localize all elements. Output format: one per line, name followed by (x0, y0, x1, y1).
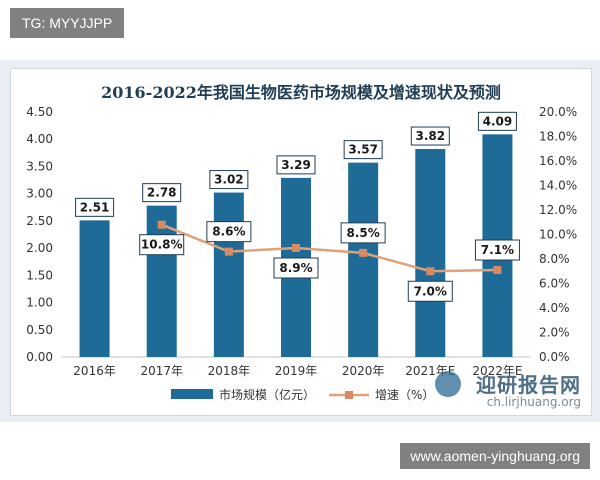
x-tick-label: 2022年E (472, 364, 522, 378)
y-left-tick-label: 0.00 (26, 350, 53, 364)
y-left-tick-label: 3.00 (26, 187, 53, 201)
y-right-tick-label: 16.0% (539, 154, 577, 168)
chart-svg: 0.00 0.50 1.00 1.50 2.00 2.50 3.00 3.50 4.00 4.50… (26, 105, 577, 402)
legend-bar-swatch (171, 389, 213, 399)
y-left-tick-label: 0.50 (26, 323, 53, 337)
bar-value-label: 3.02 (214, 173, 244, 187)
bar-value-label-box (343, 140, 383, 160)
x-tick-label: 2018年 (208, 364, 251, 378)
y-right-tick-label: 12.0% (539, 203, 577, 217)
growth-marker (224, 247, 233, 256)
x-tick-label: 2019年 (275, 364, 318, 378)
growth-label-box (273, 257, 319, 279)
y-left-tick-label: 4.50 (26, 105, 53, 119)
bar (79, 220, 110, 357)
legend-line-marker (345, 391, 353, 399)
chart-frame: 2016-2022年我国生物医药市场规模及增速现状及预测 0.00 0.50 1.0… (0, 60, 600, 422)
bar (415, 149, 446, 357)
watermark-subtext: ch.lirjhuang.org (486, 395, 581, 409)
chart-panel: 2016-2022年我国生物医药市场规模及增速现状及预测 0.00 0.50 1.0… (10, 68, 592, 416)
growth-label-box (407, 280, 453, 302)
growth-line (161, 223, 498, 273)
growth-label-box (206, 221, 252, 243)
bar-value-label-box (410, 126, 450, 146)
growth-label: 10.8% (141, 238, 183, 252)
y-right-tick-label: 8.0% (539, 252, 570, 266)
growth-marker (493, 266, 502, 275)
tag-badge: TG: MYYJJPP (10, 8, 125, 38)
bar-value-label-box (276, 155, 316, 175)
growth-label: 8.6% (212, 225, 245, 239)
bar-value-label-box (75, 197, 115, 217)
growth-label-box (474, 239, 520, 261)
growth-marker (292, 243, 300, 252)
y-right-tick-label: 4.0% (539, 301, 570, 315)
growth-label: 7.1% (481, 243, 514, 257)
bar-value-label: 3.29 (281, 158, 311, 172)
bar-value-label-box (477, 111, 517, 131)
watermark-logo-text: 迎研报告网 (476, 373, 581, 397)
y-right-tick-label: 14.0% (539, 179, 577, 193)
y-left-tick-label: 3.50 (26, 159, 53, 173)
y-left-tick-label: 1.00 (26, 296, 53, 310)
bar-value-label-box (209, 170, 249, 190)
bar-value-label: 3.57 (348, 143, 378, 157)
x-tick-label: 2017年 (140, 364, 183, 378)
y-right-tick-label: 20.0% (539, 105, 577, 119)
growth-label: 8.9% (279, 261, 312, 275)
y-left-tick-label: 2.00 (26, 241, 53, 255)
bar (348, 162, 379, 357)
y-left-tick-label: 2.50 (26, 214, 53, 228)
y-left-tick-label: 4.00 (26, 132, 53, 146)
y-right-tick-label: 6.0% (539, 277, 570, 291)
chart-title: 2016-2022年我国生物医药市场规模及增速现状及预测 (101, 83, 501, 102)
growth-label-box (139, 234, 185, 256)
x-tick-label: 2016年 (73, 364, 116, 378)
y-right-tick-label: 2.0% (539, 326, 570, 340)
bar-value-label-box (142, 183, 182, 203)
legend-line-label: 增速（%） (375, 388, 434, 402)
bar-value-label: 2.51 (80, 200, 110, 214)
bar-value-label: 3.82 (415, 129, 445, 143)
y-right-tick-label: 10.0% (539, 228, 577, 242)
y-right-tick-label: 0.0% (539, 350, 570, 364)
growth-marker (157, 220, 166, 229)
y-right-tick-label: 18.0% (539, 130, 577, 144)
growth-marker (426, 267, 435, 276)
bar (146, 205, 177, 357)
y-left-tick-label: 1.50 (26, 268, 53, 282)
legend-bar-label: 市场规模（亿元） (219, 387, 315, 402)
growth-label: 7.0% (414, 284, 447, 298)
watermark: 迎研报告网 ch.lirjhuang.org (435, 369, 585, 413)
watermark-logo-icon (435, 371, 461, 397)
x-tick-label: 2020年 (342, 364, 385, 378)
footer-url: www.aomen-yinghuang.org (400, 443, 590, 469)
growth-label-box (340, 222, 386, 244)
growth-label: 8.5% (347, 226, 380, 240)
bar (213, 192, 244, 357)
bar-value-label: 2.78 (147, 186, 177, 200)
growth-marker (359, 248, 368, 257)
bar-value-label: 4.09 (483, 114, 513, 128)
